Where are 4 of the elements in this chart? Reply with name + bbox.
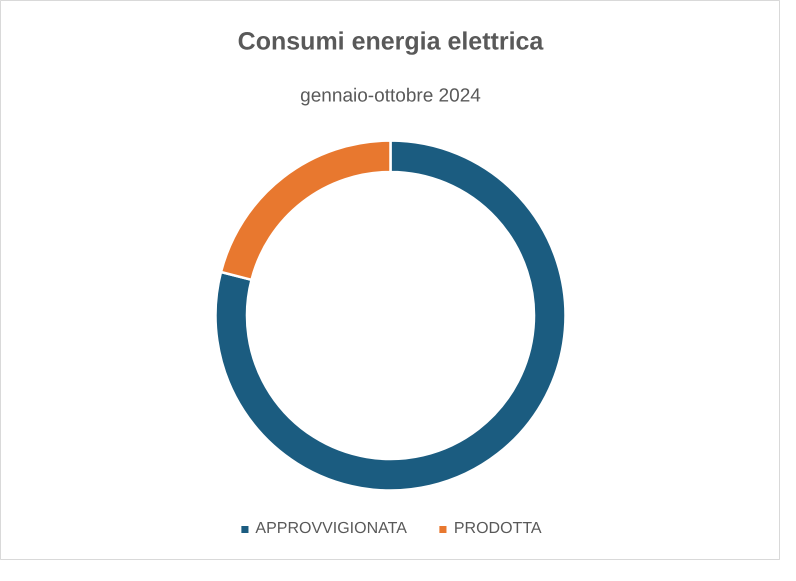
chart-subtitle: gennaio-ottobre 2024: [300, 86, 482, 106]
legend-label: APPROVVIGIONATA: [255, 520, 407, 538]
legend-label: PRODOTTA: [454, 520, 542, 538]
chart-title: Consumi energia elettrica: [238, 28, 544, 56]
